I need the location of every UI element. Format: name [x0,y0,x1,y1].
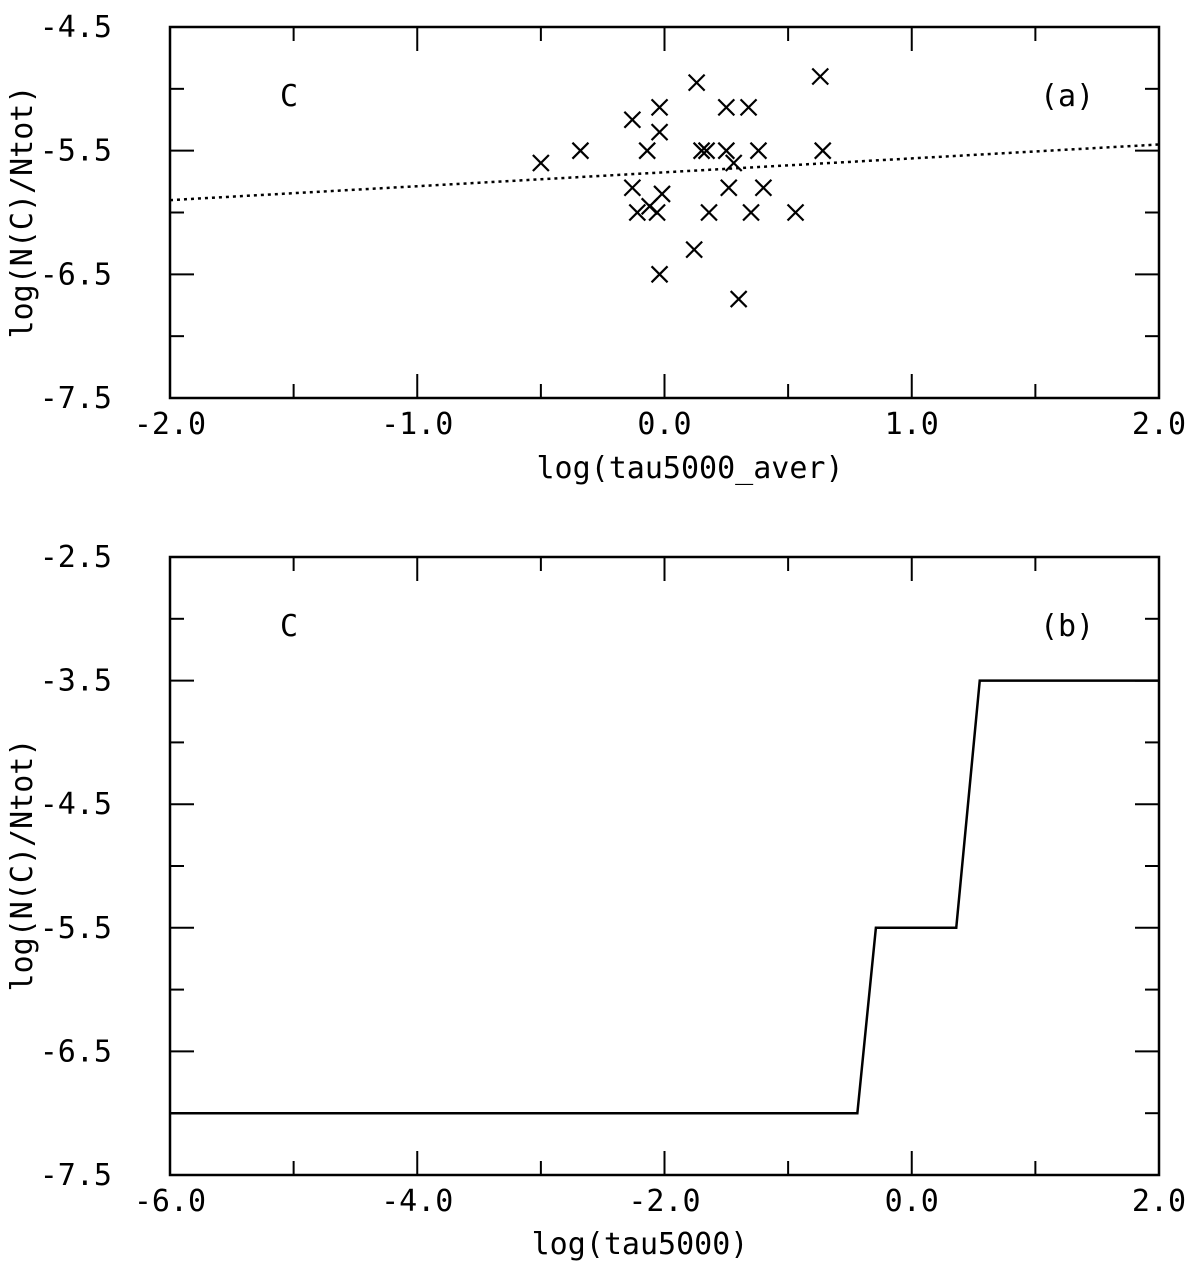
panel-a-y-tick-labels: -4.5 -5.5 -6.5 -7.5 [40,10,112,416]
data-point [811,67,830,86]
data-point [717,141,736,160]
panel-b-frame [168,555,1161,1177]
x-tick-label: 2.0 [1132,407,1186,442]
panel-a-frame [168,25,1161,400]
panel-a: -2.0 -1.0 0.0 1.0 2.0 -4.5 -5.5 -6.5 -7.5 C (a)… [5,10,1186,486]
panel-b-y-tick-labels: -2.5 -3.5 -4.5 -5.5 -6.5 -7.5 [40,540,112,1193]
panel-a-x-tick-labels: -2.0 -1.0 0.0 1.0 2.0 [134,407,1186,442]
x-tick-label: 1.0 [885,407,939,442]
y-tick-label: -5.5 [40,911,112,946]
y-tick-label: -5.5 [40,134,112,169]
panel-a-ticks [169,26,1160,399]
y-tick-label: -3.5 [40,664,112,699]
panel-a-element-label: C [280,79,298,114]
panel-b-ticks [169,556,1160,1176]
panel-b-marks [170,679,1159,1115]
panel-b-panel-label: (b) [1040,609,1094,644]
data-point [650,123,669,141]
x-tick-label: -1.0 [381,407,453,442]
y-tick-label: -7.5 [40,381,112,416]
data-point [754,178,773,197]
data-point [687,73,706,92]
data-point [739,98,758,117]
data-point [648,203,666,222]
series-line [170,679,1159,1115]
data-point [717,98,736,117]
data-point [697,141,716,160]
x-tick-label: 0.0 [885,1184,939,1219]
data-point [571,141,590,160]
panel-a-x-axis-title: log(tau5000_aver) [536,451,843,486]
y-tick-label: -7.5 [40,1158,112,1193]
x-tick-label: 0.0 [637,407,691,442]
y-tick-label: -4.5 [40,787,112,822]
data-point [685,240,703,259]
data-point [692,141,711,160]
data-point [623,178,642,197]
x-tick-label: -6.0 [134,1184,206,1219]
data-point [653,185,671,203]
data-point [749,141,768,160]
panel-a-panel-label: (a) [1040,79,1094,114]
data-point [628,203,647,222]
panel-b: -6.0 -4.0 -2.0 0.0 2.0 -2.5-3.5-4.5-5.5-6.5-… [5,540,1186,1262]
panel-b-x-axis-title: log(tau5000) [532,1227,749,1262]
panel-b-x-tick-labels: -6.0 -4.0 -2.0 0.0 2.0 [134,1184,1186,1219]
x-tick-label: -4.0 [381,1184,453,1219]
data-point [623,110,642,129]
y-tick-label: -4.5 [40,10,112,45]
data-point [638,141,656,160]
data-point [650,265,669,284]
panel-a-marks [169,67,1160,308]
x-tick-label: -2.0 [628,1184,700,1219]
panel-b-element-label: C [280,609,298,644]
data-point [742,203,760,222]
panel-a-y-axis-title: log(N(C)/Ntot) [5,86,40,339]
data-point [786,203,805,222]
data-point [650,98,669,117]
data-point [532,154,550,172]
panel-b-y-axis-title: log(N(C)/Ntot) [5,739,40,992]
x-tick-label: 2.0 [1132,1184,1186,1219]
y-tick-label: -6.5 [40,1034,112,1069]
data-point [700,203,718,222]
data-point [729,290,748,308]
x-tick-label: -2.0 [134,407,206,442]
data-point [813,141,832,160]
y-tick-label: -2.5 [40,540,112,575]
data-point [720,178,738,197]
y-tick-label: -6.5 [40,257,112,292]
